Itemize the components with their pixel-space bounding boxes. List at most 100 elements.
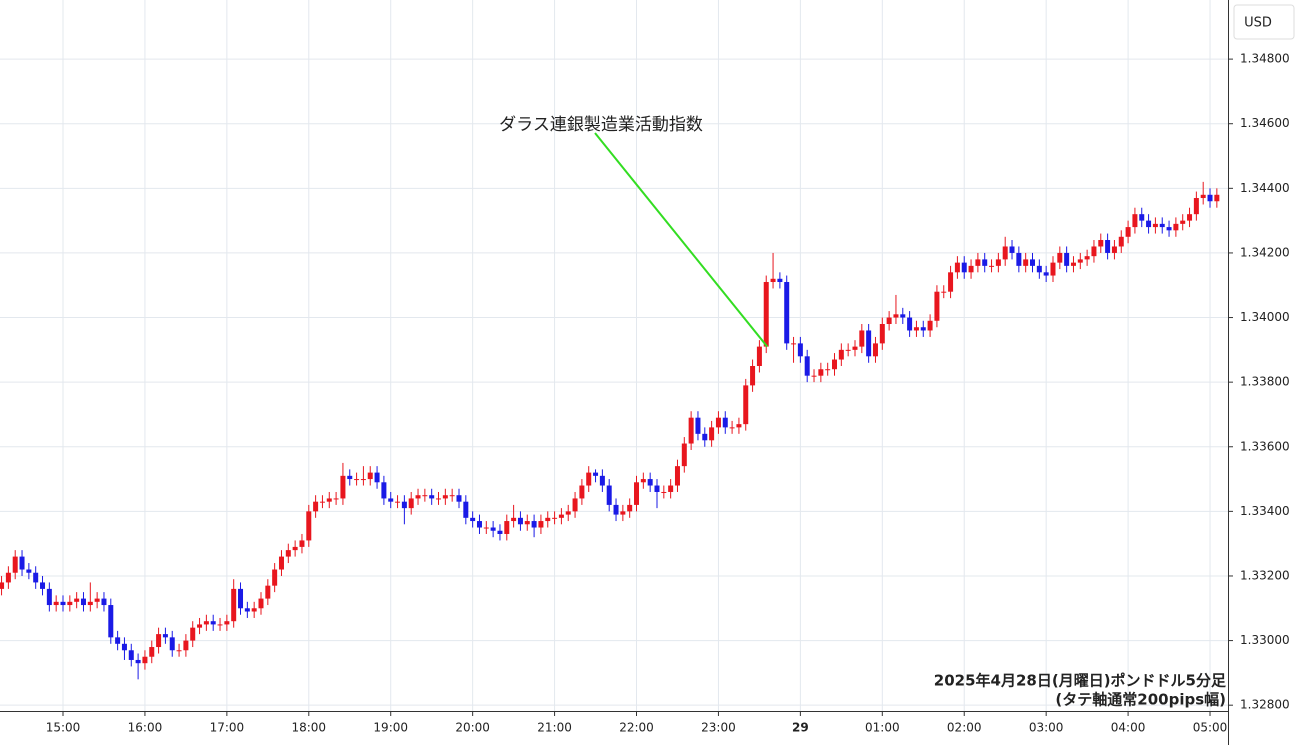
candle-body [1180,220,1186,224]
candle-body [538,521,544,528]
annotation-text: ダラス連銀製造業活動指数 [499,115,703,135]
candle-body [470,517,476,522]
candle-body [1105,240,1111,253]
candle-body [1111,246,1117,253]
x-tick-label: 20:00 [455,721,490,735]
y-tick-label: 1.34000 [1240,310,1290,324]
candle-body [832,359,838,370]
candle-body [1070,262,1076,266]
candle-body [634,482,640,505]
candle-body [1214,194,1220,202]
candle-body [1159,223,1165,228]
candle-body [989,265,995,267]
candle-body [354,479,360,481]
candle-body [1173,223,1179,231]
candle-body [1084,256,1090,260]
candle-body [593,472,599,476]
x-tick-label: 15:00 [46,721,81,735]
candle-body [763,282,769,347]
candle-body [67,601,73,606]
candle-body [654,485,660,492]
candle-body [388,498,394,502]
y-tick-label: 1.33600 [1240,439,1290,453]
candle-body [791,343,797,345]
candle-body [1118,236,1124,247]
candle-body [886,317,892,325]
candle-body [1193,198,1199,215]
candle-body [115,637,121,644]
candle-body [674,466,680,486]
candle-body [770,278,776,283]
candle-body [852,346,858,350]
candle-body [954,262,960,273]
candle-body [920,327,926,331]
candle-body [1152,223,1158,228]
candle-body [722,417,728,428]
x-tick-label: 29 [792,721,809,735]
candle-body [490,527,496,531]
candle-body [190,627,196,641]
candle-body [135,659,141,664]
candle-body [94,598,100,602]
candle-body [620,511,626,515]
candle-body [306,511,312,541]
candle-body [169,637,175,651]
candle-body [913,327,919,331]
candle-body [1036,265,1042,273]
candle-body [381,482,387,499]
candle-body [941,291,947,293]
y-tick-label: 1.32800 [1240,698,1290,712]
candles [0,132,1220,680]
candle-body [1016,252,1022,266]
candle-body [299,540,305,547]
candle-body [784,282,790,344]
candle-body [948,272,954,292]
x-tick-label: 19:00 [373,721,408,735]
x-tick-label: 04:00 [1111,721,1146,735]
candle-body [1050,262,1056,276]
candle-body [347,475,353,480]
candle-body [360,479,366,481]
x-tick-label: 22:00 [619,721,654,735]
candle-body [879,324,885,344]
candle-body [695,417,701,434]
candle-body [681,443,687,467]
candle-body [197,624,203,628]
candle-body [46,588,52,606]
candle-body [0,582,5,589]
candle-body [750,365,756,386]
candle-body [340,475,346,499]
candle-body [33,572,39,583]
candle-body [367,472,373,480]
x-tick-label: 01:00 [865,721,900,735]
candle-body [531,521,537,528]
candle-body [149,647,155,657]
candle-body [319,501,325,503]
candle-body [504,521,510,534]
x-tick-label: 02:00 [947,721,982,735]
candle-body [401,501,407,509]
candle-body [463,501,469,518]
candle-body [1146,220,1152,228]
candle-body [60,601,66,606]
candle-body [53,601,59,606]
candle-body [804,356,810,376]
candle-body [210,621,216,625]
y-tick-label: 1.33000 [1240,633,1290,647]
x-tick-label: 16:00 [128,721,163,735]
candle-body [26,569,32,573]
candle-body [511,517,517,522]
currency-box [1233,4,1295,40]
candle-body [859,330,865,347]
candle-body [87,601,93,606]
candle-body [982,259,988,266]
candle-body [688,417,694,444]
footer-line: 2025年4月28日(月曜日)ポンドドル5分足 [934,672,1227,690]
candle-body [1043,272,1049,276]
candle-body [1207,194,1213,202]
candle-body [715,417,721,428]
candle-body [975,259,981,266]
y-tick-label: 1.33200 [1240,568,1290,582]
candle-body [395,501,401,503]
